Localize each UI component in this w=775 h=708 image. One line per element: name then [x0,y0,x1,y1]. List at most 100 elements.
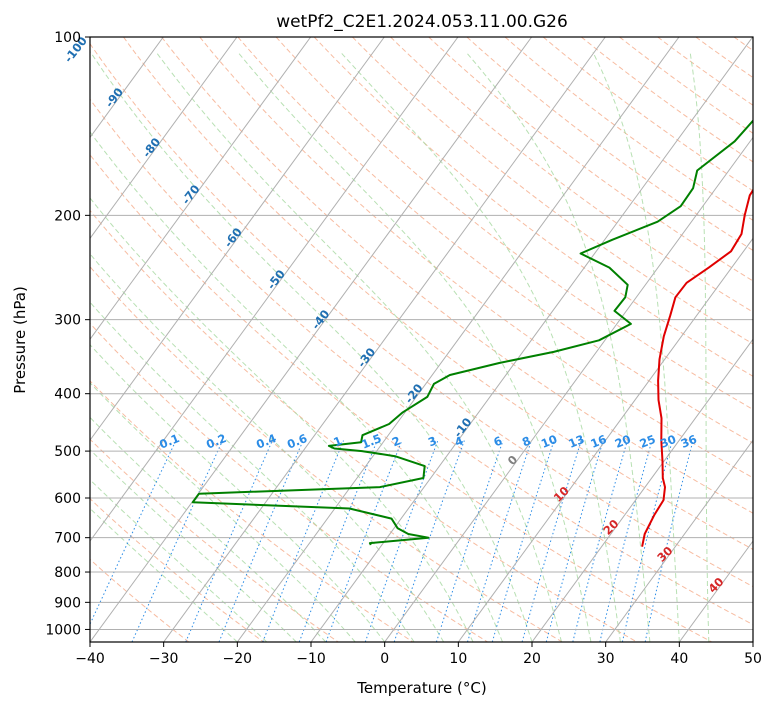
y-axis-ticks: 100 200 300 400 500 600 700 800 900 1000 [45,30,90,638]
y-tick-label: 300 [54,313,81,329]
y-tick-label: 1000 [45,622,81,638]
moist-adiabat-line [90,51,533,642]
y-axis-label: Pressure (hPa) [11,286,29,394]
isotherm-line [384,136,753,642]
dry-adiabat-line [161,37,753,514]
y-tick-label: 500 [54,444,81,460]
dry-adiabat-line [313,37,753,377]
isotherm-line [605,439,753,642]
dry-adiabat-line [123,37,753,550]
isotherm-line [90,37,385,442]
mixing-ratio-line [599,440,653,642]
mixing-ratio-line [131,440,224,642]
dry-adiabat-line [90,42,753,588]
moist-adiabat-line [237,51,592,642]
dry-adiabat-line [90,322,488,642]
dry-adiabat-line [390,37,753,313]
plot-area: 0.1 0.2 0.4 0.6 1 1.5 2 3 4 6 8 10 13 16 20 25 30 36-100-… [61,34,754,643]
y-tick-label: 600 [54,491,81,507]
x-axis-ticks: −40 −30 −20 −10 0 10 20 30 40 50 [75,642,762,667]
mixing-ratio-label: 30 [658,432,678,451]
plot-frame [89,36,754,643]
chart-title: wetPf2_C2E1.2024.053.11.00.G26 [276,12,568,32]
mixing-ratio-label: 16 [589,432,609,451]
mixing-ratio-label: 0.1 [157,431,181,452]
isotherm-line [457,237,753,642]
moist-adiabat-label: 10 [551,484,572,505]
x-tick-label: 30 [597,651,615,667]
mixing-ratio-label: 0.4 [254,431,278,452]
isotherm-line [310,37,753,642]
isotherm-line [752,641,753,642]
dry-adiabat-line [90,265,563,642]
isotherm-line [90,37,312,341]
isotherm-line [236,37,680,642]
mixing-ratio-line [644,440,694,642]
isotherm-label: -70 [179,182,203,207]
moist-adiabat-line [90,382,356,642]
y-tick-label: 100 [54,30,81,46]
isotherm-line [90,37,459,542]
dry-adiabat-line [90,209,638,642]
dry-adiabat-line [90,380,414,642]
moist-adiabat-line [689,51,710,642]
x-tick-label: 40 [670,651,688,667]
y-tick-label: 800 [54,565,81,581]
dry-adiabat-line [733,37,753,52]
moist-adiabat-label: 40 [705,575,726,596]
dry-adiabat-line [275,37,753,411]
mixing-ratio-line [491,440,555,642]
dry-adiabat-line [657,37,753,106]
x-tick-label: −30 [149,651,179,667]
x-tick-label: 0 [380,651,389,667]
mixing-ratio-label: 36 [679,432,699,451]
x-tick-label: 50 [744,651,762,667]
moist-adiabat-line [90,253,445,642]
isotherm-line [90,37,238,240]
dry-adiabat-line [90,498,264,642]
moist-adiabat-line [592,51,680,642]
mixing-ratio-label: 2 [390,433,403,449]
mixing-ratio-label: 3 [426,433,439,449]
mixing-ratio-line [467,440,532,642]
x-tick-label: 10 [449,651,467,667]
x-axis-label: Temperature (°C) [356,679,486,697]
isotherm-label: -80 [139,135,163,160]
moist-adiabat-line [90,448,297,642]
isotherm-label: -40 [309,307,333,332]
moist-adiabat-line [90,301,415,642]
moist-adiabat-line [465,51,651,642]
dewpoint-profile-line [191,119,753,546]
dry-adiabat-line [695,37,753,79]
isotherm-label: -90 [102,85,126,110]
mixing-ratio-line [621,440,673,642]
dry-adiabat-line [352,37,753,345]
dry-adiabat-line [90,98,753,626]
mixing-ratio-line [572,440,628,642]
isotherm-label: -30 [354,345,378,370]
mixing-ratio-label: 13 [566,432,586,451]
mixing-ratio-label: 25 [637,432,657,451]
y-tick-label: 900 [54,595,81,611]
isotherm-label: -20 [402,381,426,406]
dry-adiabat-line [619,37,753,134]
moist-adiabat-line [90,416,327,642]
moist-adiabat-label: 20 [600,517,621,538]
x-tick-label: 20 [523,651,541,667]
moist-adiabat-label: 0 [505,452,521,468]
mixing-ratio-line [185,440,273,642]
mixing-ratio-label: 0.2 [204,431,228,452]
dry-adiabat-line [90,153,712,642]
x-tick-label: −10 [296,651,326,667]
mixing-ratio-line [545,440,604,642]
dry-adiabat-line [199,37,753,479]
moist-adiabat-line [90,197,474,642]
isotherm-line [163,37,606,642]
isotherm-label: -50 [264,267,288,292]
series-lines [191,119,753,547]
moist-adiabat-label: 30 [654,544,675,565]
moist-adiabat-line [90,479,268,642]
mixing-ratio-label: 0.6 [285,431,309,452]
x-tick-label: −20 [223,651,253,667]
